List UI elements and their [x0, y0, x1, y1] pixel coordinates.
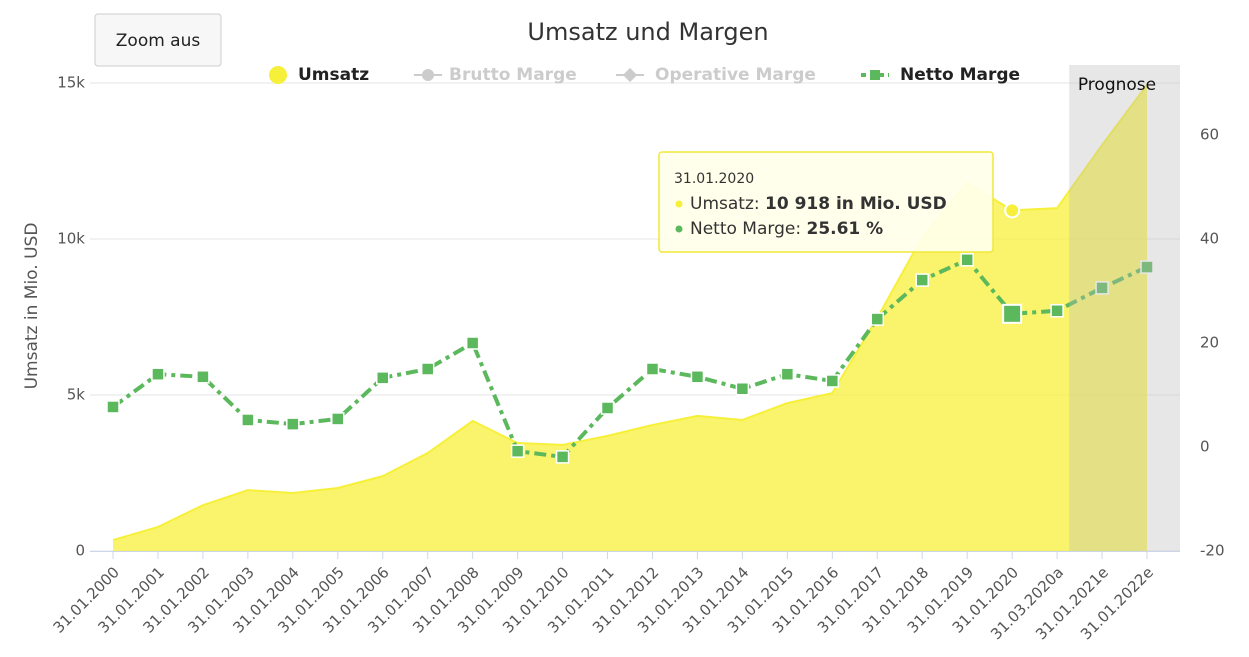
marker: [331, 412, 345, 426]
marker: [151, 367, 165, 381]
y2-tick-label: 20: [1200, 334, 1219, 352]
marker: [286, 417, 300, 431]
legend-label[interactable]: Brutto Marge: [449, 65, 577, 85]
y-tick-label: 10k: [57, 230, 85, 248]
marker: [196, 370, 210, 384]
zoom-button[interactable]: [94, 13, 222, 67]
legend-symbol[interactable]: [422, 69, 434, 81]
tooltip-label: Umsatz:: [690, 194, 760, 214]
hover-marker: [1002, 303, 1023, 324]
tooltip-label: Netto Marge:: [690, 219, 801, 239]
marker: [1140, 260, 1154, 274]
marker: [735, 382, 750, 396]
marker: [690, 370, 705, 384]
marker: [960, 253, 974, 267]
plot-band: [1069, 65, 1180, 551]
marker: [241, 413, 255, 427]
marker: [780, 367, 795, 381]
legend-label[interactable]: Operative Marge: [655, 65, 816, 85]
legend-symbol[interactable]: [622, 67, 638, 83]
marker: [420, 362, 435, 376]
tooltip-dot: [675, 200, 683, 208]
marker: [1050, 304, 1064, 318]
line: [111, 257, 1148, 459]
legend-symbol[interactable]: [870, 70, 880, 80]
chart-title: Umsatz und Margen: [527, 18, 768, 46]
tooltip-value: 10 918 in Mio. USD: [765, 194, 947, 214]
marker: [645, 362, 660, 376]
y2-tick-label: 60: [1200, 126, 1219, 144]
tooltip: 31.01.2020 Umsatz: 10 918 in Mio. USD Nett…: [658, 151, 994, 253]
marker: [600, 401, 615, 415]
y2-tick-label: -20: [1200, 542, 1225, 560]
tooltip-date: 31.01.2020: [674, 171, 754, 187]
marker: [510, 444, 525, 458]
tooltip-box: [658, 151, 994, 253]
y-tick-label: 5k: [67, 386, 86, 404]
tooltip-line: Netto Marge: 25.61 %: [690, 219, 883, 239]
y-tick-label: 0: [75, 542, 85, 560]
zoom-button-label[interactable]: Zoom aus: [116, 31, 201, 51]
y2-tick-label: 0: [1200, 438, 1210, 456]
marker: [555, 450, 570, 464]
tooltip-value: 25.61 %: [806, 219, 883, 239]
marker: [1095, 281, 1109, 295]
area: [113, 84, 1147, 551]
marker: [870, 312, 885, 326]
y-tick-label: 15k: [57, 74, 85, 92]
marker: [106, 400, 120, 414]
legend-label[interactable]: Netto Marge: [900, 65, 1020, 85]
marker: [375, 371, 390, 385]
legend-symbol[interactable]: [269, 66, 287, 84]
marker: [915, 273, 929, 287]
plot-band-label: Prognose: [1078, 75, 1156, 95]
tooltip-dot: [675, 225, 683, 233]
marker: [465, 336, 480, 350]
hover-marker: [1004, 202, 1021, 219]
legend-label[interactable]: Umsatz: [298, 65, 369, 85]
marker: [825, 374, 840, 388]
tooltip-line: Umsatz: 10 918 in Mio. USD: [690, 194, 947, 214]
y2-tick-label: 40: [1200, 230, 1219, 248]
y-axis-title: Umsatz in Mio. USD: [22, 223, 42, 390]
